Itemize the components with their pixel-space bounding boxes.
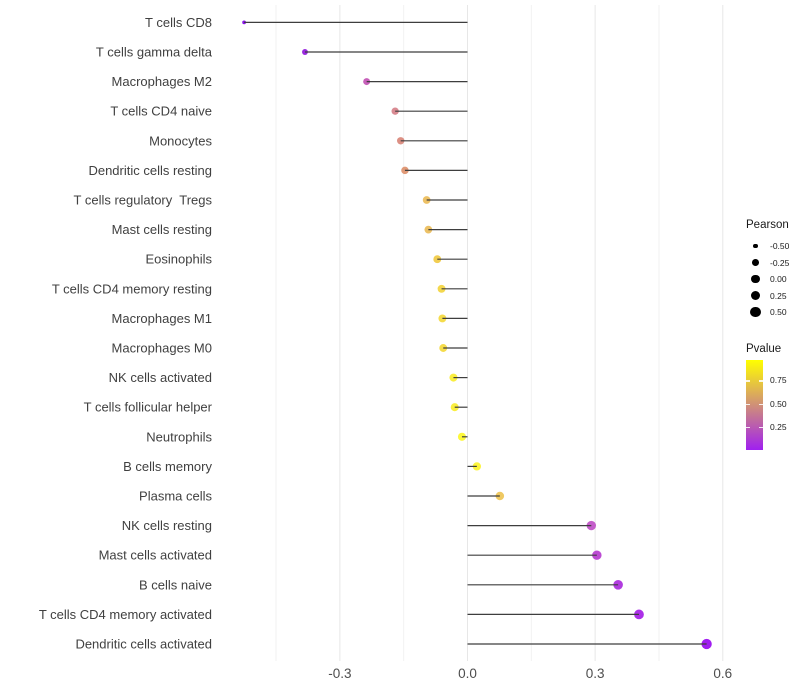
colorbar-tick (759, 426, 763, 428)
legend-pearson-title: Pearson (746, 219, 789, 231)
colorbar-label: 0.50 (770, 398, 787, 409)
category-label: T cells follicular helper (84, 400, 213, 415)
category-label: NK cells resting (122, 518, 212, 533)
legend-size-label: -0.50 (770, 241, 790, 252)
legend-size-item: -0.50 (745, 238, 789, 255)
legend-size-item: 0.00 (745, 271, 789, 288)
category-label: T cells gamma delta (96, 45, 213, 60)
x-tick-label: 0.3 (586, 666, 605, 681)
category-label: Macrophages M2 (112, 74, 212, 89)
lollipop-point (397, 137, 405, 145)
lollipop-point (302, 49, 308, 55)
category-label: T cells regulatory Tregs (74, 193, 213, 208)
category-label: Dendritic cells resting (88, 163, 212, 178)
legend-size-dot (750, 307, 761, 318)
colorbar-tick (746, 380, 750, 382)
colorbar-tick (759, 403, 763, 405)
legend-size-label: 0.25 (770, 290, 787, 301)
legend-pvalue-title: Pvalue (746, 343, 782, 355)
category-label: Eosinophils (146, 252, 213, 267)
legend-size-label: 0.00 (770, 274, 787, 285)
legend-size-dot (752, 259, 759, 267)
category-label: Mast cells resting (112, 222, 212, 237)
legend-size-dot-cell (745, 291, 766, 301)
category-label: B cells memory (123, 459, 212, 474)
legend-size-dot (751, 275, 760, 284)
category-label: Monocytes (149, 133, 212, 148)
x-tick-label: -0.3 (328, 666, 351, 681)
category-label: T cells CD8 (145, 15, 212, 30)
lollipop-point (242, 20, 246, 25)
legend-size-dot-cell (745, 244, 766, 249)
category-label: T cells CD4 naive (110, 104, 212, 119)
colorbar-label: 0.25 (770, 421, 787, 432)
lollipop-point (634, 609, 644, 620)
legend-size-label: 0.50 (770, 307, 787, 318)
legend-size-item: -0.25 (745, 255, 789, 272)
legend-size-dot-cell (745, 275, 766, 284)
lollipop-point (613, 580, 623, 590)
colorbar-tick (746, 403, 750, 405)
category-label: T cells CD4 memory resting (52, 281, 212, 296)
category-label: Macrophages M1 (112, 311, 212, 326)
legend-size-item: 0.25 (745, 288, 789, 305)
category-label: T cells CD4 memory activated (39, 607, 212, 622)
category-label: Macrophages M0 (112, 341, 212, 356)
colorbar-tick (759, 380, 763, 382)
x-tick-label: 0.6 (713, 666, 732, 681)
colorbar-label: 0.75 (770, 375, 787, 386)
legend-size-dot (753, 244, 758, 249)
category-label: B cells naive (139, 577, 212, 592)
pvalue-colorbar (746, 360, 763, 450)
category-label: Plasma cells (139, 489, 212, 504)
category-label: Dendritic cells activated (75, 637, 212, 652)
colorbar-tick (746, 426, 750, 428)
category-label: Neutrophils (146, 429, 212, 444)
legend-size-item: 0.50 (745, 304, 789, 321)
legend-size-dot-cell (745, 259, 766, 267)
legend-size-dot (750, 291, 761, 301)
x-tick-label: 0.0 (458, 666, 477, 681)
legend-pearson-items: -0.50 -0.25 0.00 0.25 0.50 (745, 238, 789, 321)
legend-size-label: -0.25 (770, 257, 790, 268)
legend-size-dot-cell (745, 307, 766, 318)
category-label: NK cells activated (109, 370, 212, 385)
category-label: Mast cells activated (99, 548, 212, 563)
